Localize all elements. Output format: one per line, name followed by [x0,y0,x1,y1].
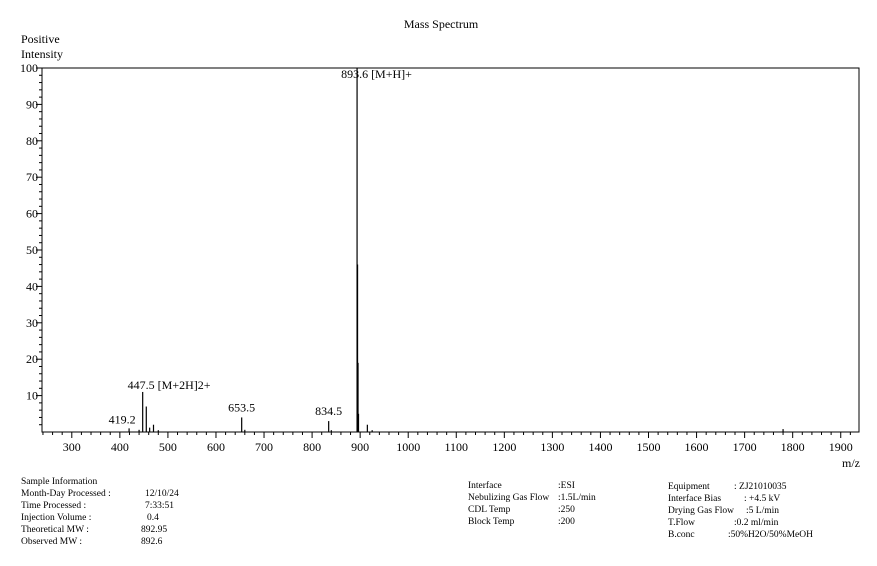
x-tick-label: 1800 [781,440,805,454]
info-value: :250 [558,505,575,515]
info-key: B.conc [668,530,695,540]
info-value: :1.5L/min [558,493,596,503]
chart-title: Mass Spectrum [404,17,479,31]
x-axis: 300 400 500 600 700 800 900 1000 1100 1200 1300 140… [63,432,853,454]
y-tick-label: 90 [26,97,38,111]
interface-information: Interface :ESI Nebulizing Gas Flow :1.5L… [468,480,638,528]
info-value: : +4.5 kV [744,494,781,504]
info-value: 7:33:51 [145,501,175,511]
y-tick-label: 40 [26,279,38,293]
x-tick-label: 600 [207,440,225,454]
info-row: T.Flow :0.2 ml/min [668,517,838,529]
peaks [128,68,784,432]
info-key: Injection Volume : [21,513,92,523]
x-tick-label: 300 [63,440,81,454]
info-key: Observed MW : [21,537,83,547]
equipment-information: Equipment : ZJ21010035 Interface Bias : … [668,481,838,541]
info-row: Interface Bias : +4.5 kV [668,493,838,505]
info-value: :0.2 ml/min [734,518,779,528]
info-value: :200 [558,517,575,527]
x-axis-label: m/z [842,456,860,470]
peak-label: 653.5 [228,400,255,414]
info-key: Theoretical MW : [21,525,89,535]
y-axis: 10 20 30 40 50 60 70 80 90 100 [20,61,42,403]
x-tick-label: 1700 [733,440,757,454]
y-tick-label: 70 [26,170,38,184]
peak-label: 893.6 [M+H]+ [341,67,412,81]
x-tick-label: 1300 [540,440,564,454]
minor-ticks [39,74,851,435]
info-row: Block Temp :200 [468,516,638,528]
info-key: T.Flow [668,518,696,528]
x-tick-label: 1400 [588,440,612,454]
y-tick-label: 20 [26,352,38,366]
info-row: CDL Temp :250 [468,504,638,516]
info-row: Time Processed : 7:33:51 [21,500,221,512]
y-tick-label: 10 [26,389,38,403]
info-value: 0.4 [147,513,159,523]
info-value: :ESI [558,481,575,491]
x-tick-label: 800 [303,440,321,454]
info-key: Interface [468,481,502,491]
x-tick-label: 900 [351,440,369,454]
x-tick-label: 1200 [492,440,516,454]
info-row: Drying Gas Flow :5 L/min [668,505,838,517]
info-key: Nebulizing Gas Flow [468,493,550,503]
info-key: Month-Day Processed : [21,489,111,499]
x-tick-label: 1000 [396,440,420,454]
peak-annotations: 419.2 447.5 [M+2H]2+ 653.5 834.5 893.6 [M+H]… [109,67,413,426]
info-value: 12/10/24 [145,489,179,499]
info-row: Month-Day Processed : 12/10/24 [21,488,221,500]
sample-info-heading: Sample Information [21,477,98,487]
info-row: Theoretical MW : 892.95 [21,524,221,536]
x-tick-label: 1500 [637,440,661,454]
x-tick-label: 400 [111,440,129,454]
peak-label: 834.5 [315,404,342,418]
sample-information: Sample Information Month-Day Processed :… [21,476,221,548]
peak-label: 419.2 [109,412,136,426]
info-key: CDL Temp [468,505,511,515]
info-value: : ZJ21010035 [734,482,787,492]
x-tick-label: 700 [255,440,273,454]
info-key: Interface Bias [668,494,722,504]
y-tick-label: 30 [26,316,38,330]
peak-label: 447.5 [M+2H]2+ [128,378,211,392]
y-tick-label: 100 [20,61,38,75]
info-value: :50%H2O/50%MeOH [728,530,813,540]
info-row: Injection Volume : 0.4 [21,512,221,524]
info-row: Observed MW : 892.6 [21,536,221,548]
y-axis-label-line1: Positive [21,32,60,46]
info-key: Drying Gas Flow [668,506,734,516]
info-key: Time Processed : [21,501,87,511]
y-tick-label: 80 [26,134,38,148]
info-key: Equipment [668,482,710,492]
info-key: Block Temp [468,517,515,527]
y-tick-label: 60 [26,207,38,221]
y-tick-label: 50 [26,243,38,257]
x-tick-label: 1100 [444,440,468,454]
info-row: B.conc :50%H2O/50%MeOH [668,529,838,541]
x-tick-label: 500 [159,440,177,454]
x-tick-label: 1600 [685,440,709,454]
info-value: 892.95 [141,525,168,535]
y-axis-label-line2: Intensity [21,47,63,61]
x-tick-label: 1900 [829,440,853,454]
info-row: Equipment : ZJ21010035 [668,481,838,493]
info-value: 892.6 [141,537,163,547]
info-row: Interface :ESI [468,480,638,492]
info-row: Nebulizing Gas Flow :1.5L/min [468,492,638,504]
info-value: :5 L/min [746,506,779,516]
